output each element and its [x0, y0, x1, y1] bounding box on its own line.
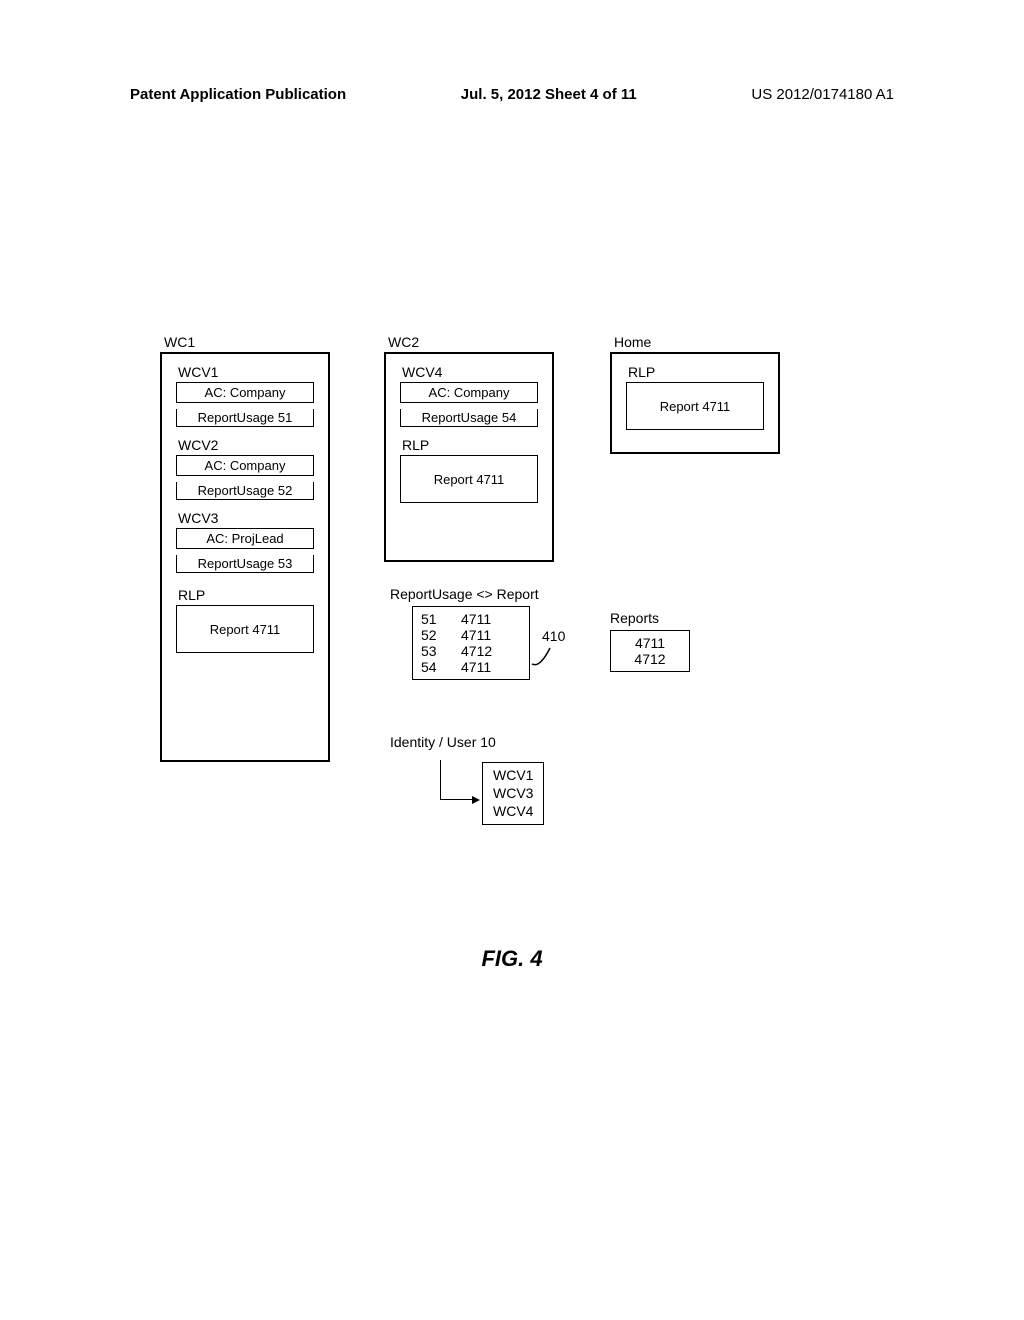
wc1-rlp-report: Report 4711: [210, 620, 281, 639]
wc2-panel: WC2 WCV4 AC: Company ReportUsage 54 RLP …: [384, 352, 554, 562]
reports-title: Reports: [610, 610, 690, 626]
reports-item: 4712: [619, 651, 681, 667]
wcv3-ac: AC: ProjLead: [176, 528, 314, 549]
wc2-label: WC2: [388, 334, 419, 350]
mapping-u: 53: [421, 643, 461, 659]
wcv1-ac-text: AC: Company: [177, 383, 313, 402]
identity-item: WCV4: [493, 802, 533, 820]
wcv3-block: WCV3 AC: ProjLead ReportUsage 53: [176, 510, 314, 573]
identity-arrow-elbow: [440, 760, 474, 800]
wc1-rlp-box: Report 4711: [176, 605, 314, 653]
wcv2-label: WCV2: [178, 437, 314, 453]
home-rlp-block: RLP Report 4711: [626, 364, 764, 430]
wc2-rlp-box: Report 4711: [400, 455, 538, 503]
home-rlp-label: RLP: [628, 364, 764, 380]
mapping-r: 4711: [461, 659, 511, 675]
figure-caption: FIG. 4: [0, 946, 1024, 972]
identity-item: WCV3: [493, 784, 533, 802]
wcv2-ac: AC: Company: [176, 455, 314, 476]
header-right: US 2012/0174180 A1: [751, 86, 894, 103]
wcv3-label: WCV3: [178, 510, 314, 526]
mapping-row: 544711: [421, 659, 521, 675]
wcv4-ru: ReportUsage 54: [400, 409, 538, 427]
header-left: Patent Application Publication: [130, 86, 346, 103]
wcv4-ac-text: AC: Company: [401, 383, 537, 402]
home-rlp-report: Report 4711: [660, 397, 731, 416]
reports-box: 4711 4712: [610, 630, 690, 672]
wc1-panel: WC1 WCV1 AC: Company ReportUsage 51 WCV2…: [160, 352, 330, 762]
wcv4-ac: AC: Company: [400, 382, 538, 403]
home-panel: Home RLP Report 4711: [610, 352, 780, 454]
wc1-rlp-block: RLP Report 4711: [176, 587, 314, 653]
callout-410: 410: [542, 628, 565, 644]
mapping-row: 534712: [421, 643, 521, 659]
wcv3-ru: ReportUsage 53: [176, 555, 314, 573]
reports-block: Reports 4711 4712: [610, 610, 690, 672]
wcv2-ac-text: AC: Company: [177, 456, 313, 475]
identity-block: Identity / User 10 WCV1 WCV3 WCV4: [390, 734, 496, 824]
header-center: Jul. 5, 2012 Sheet 4 of 11: [461, 86, 637, 103]
wcv4-block: WCV4 AC: Company ReportUsage 54: [400, 364, 538, 427]
wcv1-ru: ReportUsage 51: [176, 409, 314, 427]
wcv4-label: WCV4: [402, 364, 538, 380]
identity-item: WCV1: [493, 766, 533, 784]
home-label: Home: [614, 334, 651, 350]
diagram-canvas: WC1 WCV1 AC: Company ReportUsage 51 WCV2…: [160, 340, 880, 900]
mapping-title: ReportUsage <> Report: [390, 586, 539, 602]
home-rlp-box: Report 4711: [626, 382, 764, 430]
wcv2-block: WCV2 AC: Company ReportUsage 52: [176, 437, 314, 500]
wcv3-ac-text: AC: ProjLead: [177, 529, 313, 548]
mapping-u: 51: [421, 611, 461, 627]
wcv1-label: WCV1: [178, 364, 314, 380]
mapping-r: 4711: [461, 611, 511, 627]
wc2-rlp-report: Report 4711: [434, 470, 505, 489]
identity-arrowhead-icon: [472, 796, 480, 804]
wc1-label: WC1: [164, 334, 195, 350]
wc1-rlp-label: RLP: [178, 587, 314, 603]
wcv1-ac: AC: Company: [176, 382, 314, 403]
mapping-row: 514711: [421, 611, 521, 627]
page-header: Patent Application Publication Jul. 5, 2…: [0, 86, 1024, 103]
mapping-u: 52: [421, 627, 461, 643]
mapping-box: 514711 524711 534712 544711: [412, 606, 530, 680]
mapping-row: 524711: [421, 627, 521, 643]
mapping-u: 54: [421, 659, 461, 675]
reports-item: 4711: [619, 635, 681, 651]
identity-box: WCV1 WCV3 WCV4: [482, 762, 544, 825]
wc2-rlp-label: RLP: [402, 437, 538, 453]
wc2-rlp-block: RLP Report 4711: [400, 437, 538, 503]
identity-title: Identity / User 10: [390, 734, 496, 750]
wcv1-block: WCV1 AC: Company ReportUsage 51: [176, 364, 314, 427]
mapping-r: 4712: [461, 643, 511, 659]
wcv2-ru: ReportUsage 52: [176, 482, 314, 500]
mapping-r: 4711: [461, 627, 511, 643]
mapping-block: ReportUsage <> Report 514711 524711 5347…: [390, 586, 539, 680]
